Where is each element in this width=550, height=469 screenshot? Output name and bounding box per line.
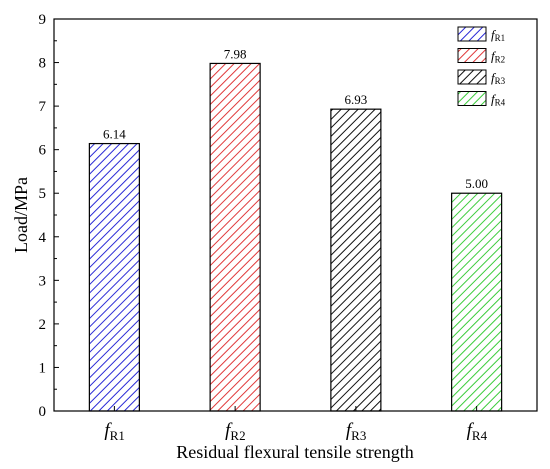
legend-swatch-r1 (457, 26, 487, 42)
y-tick-label: 1 (39, 360, 47, 376)
data-label-r2: 7.98 (224, 46, 247, 61)
x-tick-label-r1: fR1 (104, 420, 124, 443)
x-axis-title: Residual flexural tensile strength (176, 442, 413, 462)
y-tick-label: 2 (39, 317, 47, 333)
y-tick-label: 5 (39, 186, 47, 202)
legend-swatch-r2 (457, 48, 487, 63)
x-tick-label-r2: fR2 (225, 420, 245, 443)
y-tick-label: 8 (39, 56, 47, 72)
bar-r3 (330, 108, 382, 412)
y-tick-label: 4 (39, 230, 47, 246)
legend-label-r2: fR2 (491, 49, 505, 65)
legend-label-r1: fR1 (491, 27, 505, 43)
bar-r4 (451, 192, 503, 412)
data-label-r1: 6.14 (103, 127, 126, 142)
legend-label-r4: fR4 (491, 92, 506, 108)
bar-r1 (88, 142, 140, 412)
legend-swatch-r4 (457, 91, 487, 106)
y-axis-title: Load/MPa (11, 177, 31, 253)
y-tick-label: 6 (39, 143, 47, 159)
y-tick-label: 0 (39, 404, 47, 420)
legend-label-r3: fR3 (491, 70, 506, 86)
data-label-r3: 6.93 (345, 92, 368, 107)
y-tick-label: 3 (39, 273, 47, 289)
x-tick-label-r4: fR4 (467, 420, 488, 443)
data-label-r4: 5.00 (465, 176, 488, 191)
y-tick-label: 7 (39, 99, 47, 115)
x-tick-label-r3: fR3 (346, 420, 366, 443)
legend-swatch-r3 (457, 69, 487, 85)
bar-r2 (209, 62, 261, 412)
y-tick-label: 9 (39, 12, 47, 28)
